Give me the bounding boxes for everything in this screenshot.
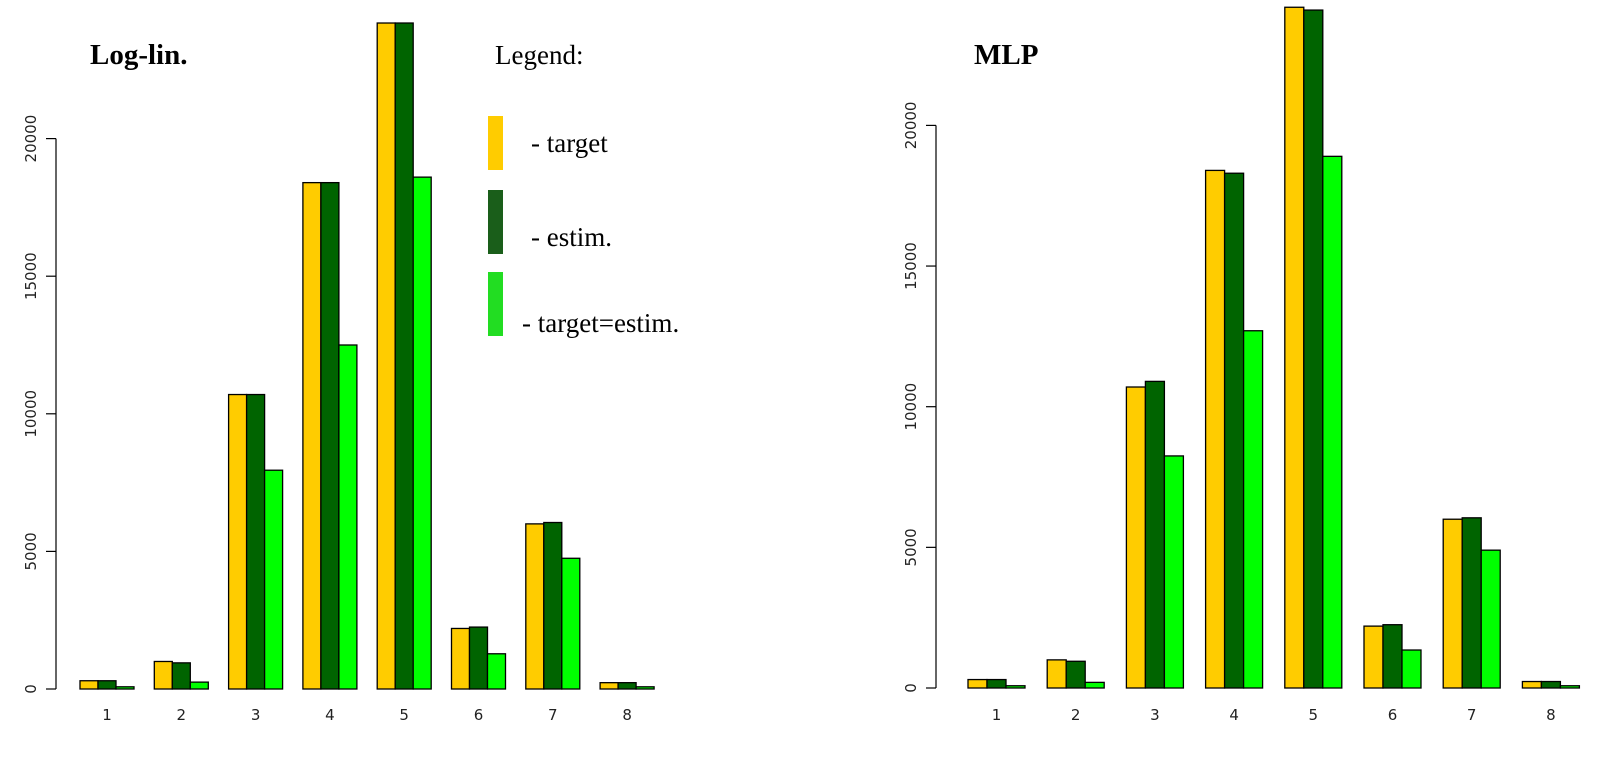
- bar-target-estim--1: [1005, 685, 1026, 689]
- bar-target-6: [450, 627, 471, 690]
- bar-target-5: [1284, 6, 1305, 689]
- bar-estim--3: [245, 393, 266, 690]
- y-tick-label: 15000: [22, 252, 40, 300]
- bar-target-estim--7: [1480, 549, 1501, 689]
- y-tick-label: 5000: [902, 528, 920, 566]
- bars-log-lin: [79, 22, 655, 690]
- bar-estim--5: [394, 22, 414, 690]
- legend-swatch-estim: [488, 190, 503, 254]
- x-tick-labels-mlp: 1 2 3 4 5 6 7 8: [992, 706, 1556, 724]
- legend-swatch-target: [488, 116, 503, 170]
- y-tick-label: 20000: [902, 102, 920, 150]
- bar-estim--8: [1540, 680, 1562, 689]
- bar-target-estim--4: [338, 344, 358, 690]
- bar-target-estim--1: [115, 686, 135, 690]
- y-tick-label: 10000: [902, 383, 920, 431]
- y-tick-label: 0: [22, 684, 40, 694]
- x-tick-label: 6: [474, 706, 484, 724]
- legend-label-estim: - estim.: [531, 222, 612, 252]
- x-tick-label: 4: [1229, 706, 1239, 724]
- x-tick-label: 2: [1071, 706, 1081, 724]
- bar-target-6: [1363, 625, 1384, 689]
- y-axis-log-lin: 0 5000 10000 15000 20000: [22, 115, 57, 694]
- bar-target-estim--6: [1401, 649, 1422, 689]
- bar-target-7: [1442, 518, 1463, 689]
- x-tick-labels-log-lin: 1 2 3 4 5 6 7 8: [102, 706, 632, 724]
- bar-target-1: [79, 680, 99, 690]
- bar-target-2: [153, 660, 173, 690]
- chart-panel-mlp: MLP 0 5000 10000 15000 20000 1 2 3 4 5 6 7 8: [902, 6, 1581, 724]
- x-tick-label: 7: [548, 706, 558, 724]
- bar-target-estim--3: [1163, 455, 1185, 689]
- legend: Legend: - target - estim. - target=estim…: [488, 40, 679, 338]
- bar-target-estim--6: [486, 653, 507, 690]
- bar-target-estim--5: [1322, 155, 1343, 689]
- bar-target-4: [302, 181, 322, 690]
- bar-estim--7: [543, 521, 563, 690]
- bar-target-1: [967, 678, 988, 689]
- chart-panel-log-lin: Log-lin. 0 5000 10000 15000 20000 1 2 3 4 5 6 7 8 L…: [22, 22, 679, 724]
- panel-title-mlp: MLP: [974, 39, 1038, 71]
- bar-estim--5: [1303, 9, 1324, 689]
- bar-target-8: [1521, 680, 1543, 689]
- bar-estim--8: [617, 682, 637, 690]
- bar-estim--7: [1461, 517, 1482, 689]
- bar-target-8: [599, 682, 619, 690]
- panel-title-log-lin: Log-lin.: [90, 39, 188, 71]
- bar-estim--4: [1223, 172, 1245, 689]
- bar-target-estim--8: [635, 686, 655, 690]
- y-axis-mlp: 0 5000 10000 15000 20000: [902, 102, 937, 693]
- bar-target-estim--4: [1242, 330, 1264, 689]
- bar-estim--2: [171, 662, 191, 690]
- bar-target-3: [1125, 386, 1147, 689]
- legend-label-target: - target: [531, 128, 608, 158]
- bar-estim--6: [1382, 624, 1403, 689]
- x-tick-label: 6: [1388, 706, 1398, 724]
- x-tick-label: 7: [1467, 706, 1477, 724]
- x-tick-label: 1: [992, 706, 1002, 724]
- legend-label-target-estim: - target=estim.: [522, 308, 679, 338]
- bar-target-estim--2: [189, 681, 209, 690]
- x-tick-label: 1: [102, 706, 112, 724]
- bar-target-2: [1046, 659, 1067, 689]
- bar-estim--2: [1065, 660, 1086, 689]
- bar-target-estim--5: [412, 176, 432, 690]
- y-tick-label: 20000: [22, 115, 40, 163]
- y-tick-label: 0: [902, 683, 920, 693]
- y-tick-label: 15000: [902, 242, 920, 290]
- bar-estim--3: [1144, 380, 1166, 689]
- bar-target-5: [376, 22, 396, 690]
- bar-target-estim--3: [263, 469, 284, 690]
- x-tick-label: 5: [399, 706, 409, 724]
- bar-target-3: [227, 393, 248, 690]
- bars-mlp: [967, 6, 1581, 689]
- bar-target-estim--7: [561, 557, 581, 690]
- x-tick-label: 3: [251, 706, 261, 724]
- bar-estim--1: [986, 678, 1007, 689]
- x-tick-label: 8: [622, 706, 632, 724]
- x-tick-label: 2: [177, 706, 187, 724]
- bar-estim--6: [468, 626, 489, 690]
- legend-title: Legend:: [495, 40, 583, 70]
- legend-swatch-target-estim: [488, 272, 503, 336]
- bar-estim--4: [320, 181, 340, 690]
- x-tick-label: 5: [1309, 706, 1319, 724]
- bar-estim--1: [97, 680, 117, 690]
- y-tick-label: 5000: [22, 532, 40, 570]
- bar-target-estim--2: [1084, 681, 1105, 689]
- x-tick-label: 3: [1150, 706, 1160, 724]
- y-tick-label: 10000: [22, 390, 40, 438]
- bar-target-4: [1204, 169, 1226, 689]
- x-tick-label: 4: [325, 706, 335, 724]
- x-tick-label: 8: [1546, 706, 1556, 724]
- bar-target-estim--8: [1559, 685, 1581, 689]
- bar-target-7: [525, 523, 545, 690]
